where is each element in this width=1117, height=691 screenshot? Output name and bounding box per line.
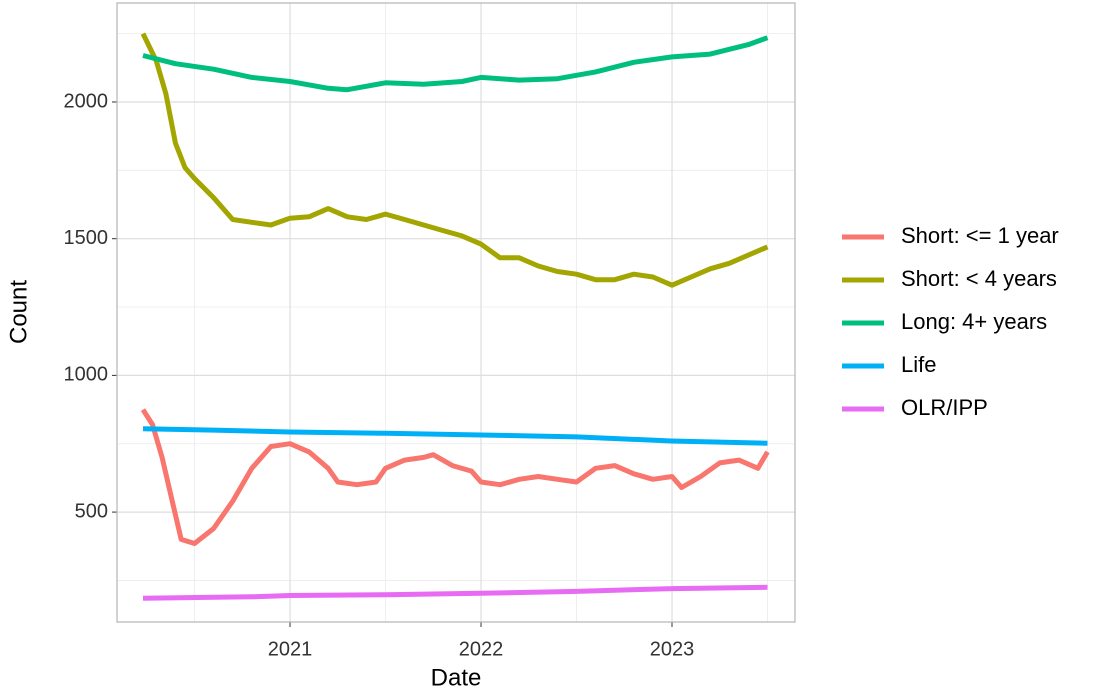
series-line	[142, 35, 769, 93]
y-tick-label: 2000	[64, 90, 109, 112]
legend-label: OLR/IPP	[901, 395, 988, 420]
y-axis-title: Count	[5, 280, 32, 344]
x-tick-label: 2023	[650, 638, 695, 660]
series-line	[140, 408, 770, 546]
legend-label: Long: 4+ years	[901, 309, 1047, 334]
legend-label: Short: <= 1 year	[901, 223, 1059, 248]
legend-label: Short: < 4 years	[901, 266, 1057, 291]
series-line	[140, 32, 769, 288]
series-line	[142, 584, 768, 601]
series-line	[142, 426, 768, 446]
plot-border	[116, 2, 796, 623]
y-tick-label: 1000	[64, 364, 109, 386]
x-axis-title: Date	[431, 664, 482, 691]
x-tick-label: 2021	[268, 638, 313, 660]
x-tick-label: 2022	[459, 638, 504, 660]
y-tick-label: 500	[75, 500, 108, 522]
y-tick-label: 1500	[64, 227, 109, 249]
legend-label: Life	[901, 352, 936, 377]
